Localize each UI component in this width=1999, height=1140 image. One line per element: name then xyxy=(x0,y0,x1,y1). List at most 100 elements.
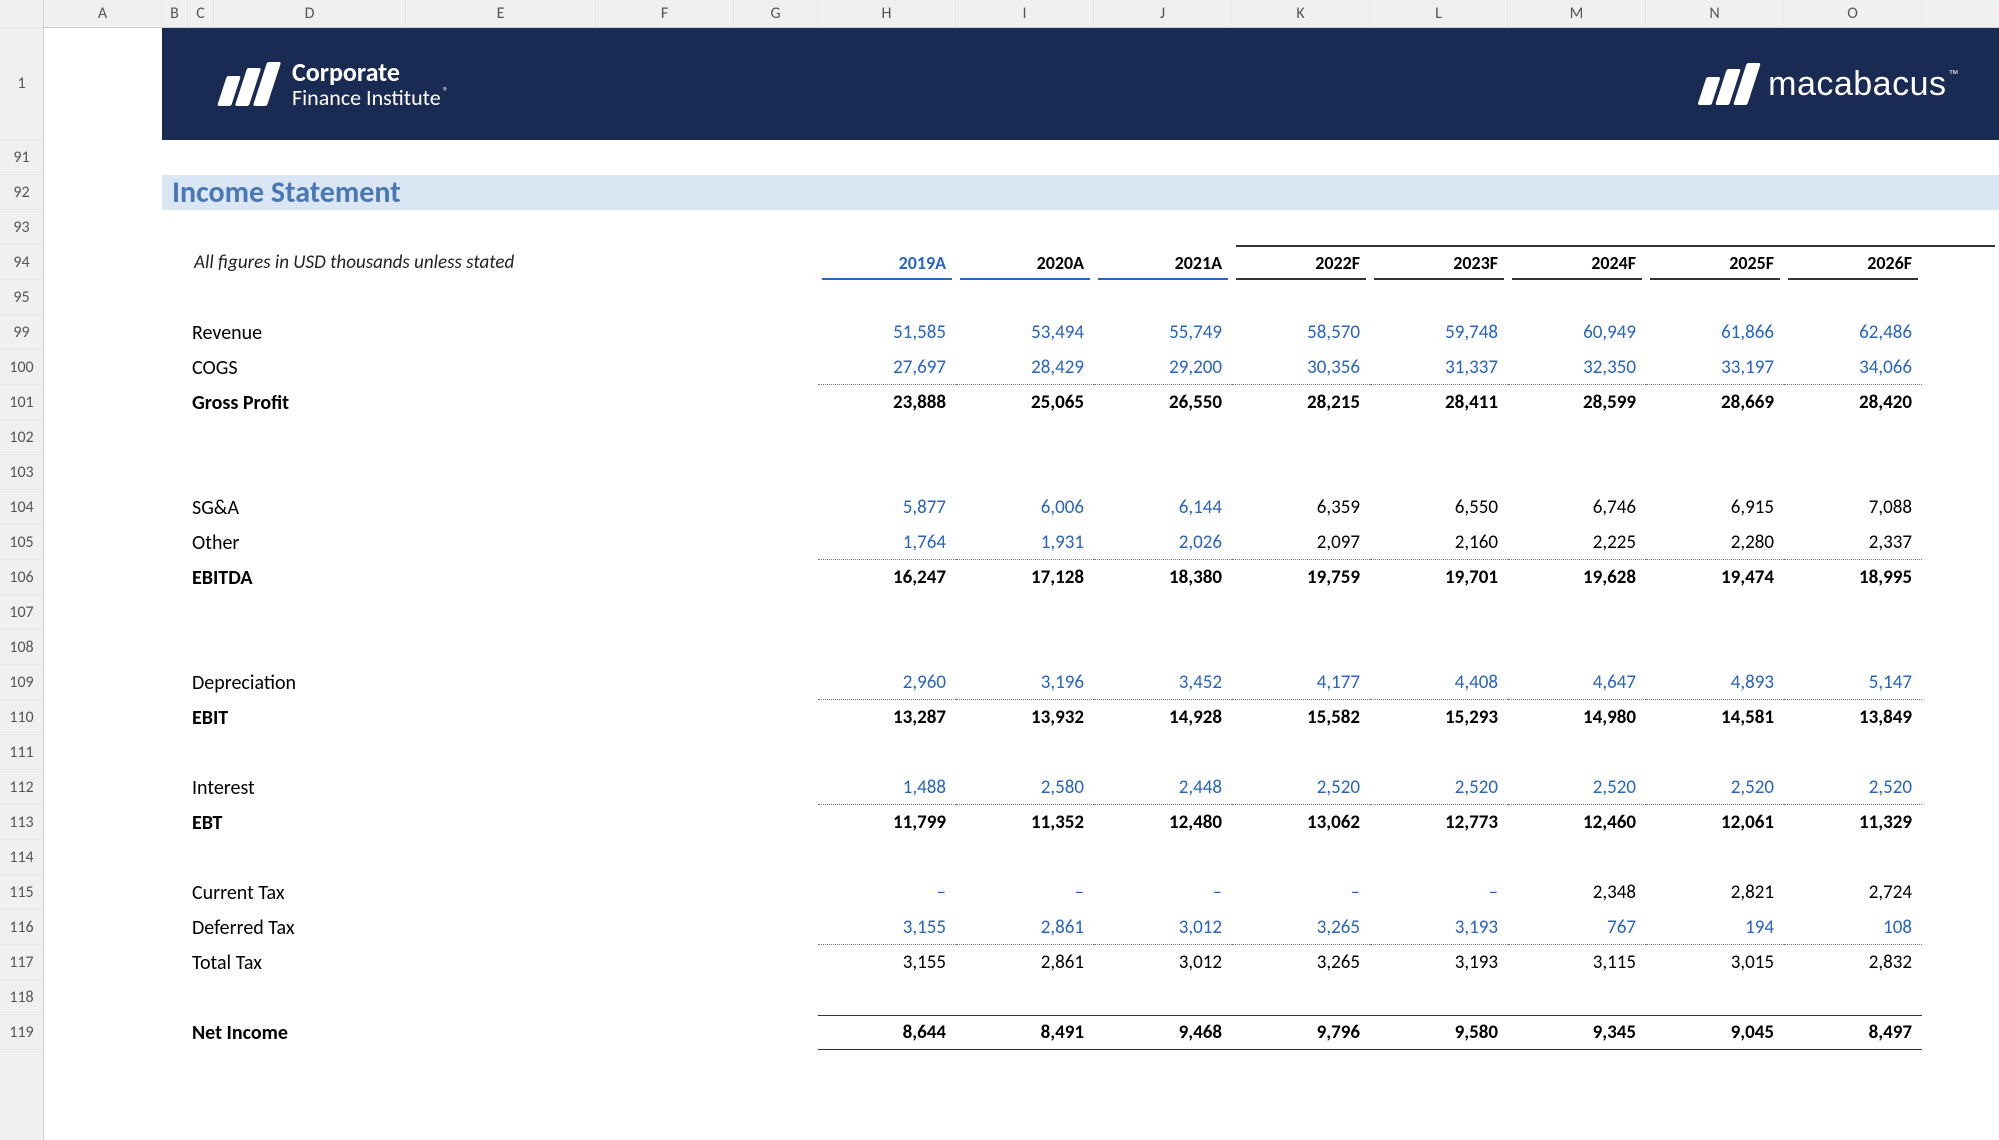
cell-value[interactable]: 53,494 xyxy=(956,315,1094,350)
column-header-B[interactable]: B xyxy=(162,0,188,27)
cell-value[interactable]: 61,866 xyxy=(1646,315,1784,350)
year-header-2020A[interactable]: 2020A xyxy=(956,245,1094,280)
cell-value[interactable]: 1,931 xyxy=(956,525,1094,560)
cell-value[interactable]: 19,474 xyxy=(1646,560,1784,595)
cell-value[interactable]: 5,147 xyxy=(1784,665,1922,700)
year-header-2019A[interactable]: 2019A xyxy=(818,245,956,280)
cell-value[interactable]: 59,748 xyxy=(1370,315,1508,350)
cell-value[interactable]: 2,832 xyxy=(1784,945,1922,980)
cell-value[interactable]: 58,570 xyxy=(1232,315,1370,350)
cell-value[interactable]: 15,582 xyxy=(1232,700,1370,735)
cell-value[interactable]: 32,350 xyxy=(1508,350,1646,385)
cell-value[interactable]: 12,460 xyxy=(1508,805,1646,840)
cell-value[interactable]: 2,280 xyxy=(1646,525,1784,560)
cell-value[interactable]: 28,420 xyxy=(1784,385,1922,420)
row-header-114[interactable]: 114 xyxy=(0,840,43,875)
cell-value[interactable]: 3,196 xyxy=(956,665,1094,700)
cell-value[interactable]: 28,669 xyxy=(1646,385,1784,420)
cell-value[interactable]: 4,177 xyxy=(1232,665,1370,700)
cell-value[interactable]: 3,193 xyxy=(1370,945,1508,980)
row-header-118[interactable]: 118 xyxy=(0,980,43,1015)
row-header-107[interactable]: 107 xyxy=(0,595,43,630)
cell-value[interactable]: – xyxy=(818,875,956,910)
column-header-H[interactable]: H xyxy=(818,0,956,27)
cell-value[interactable]: 25,065 xyxy=(956,385,1094,420)
row-label[interactable]: EBITDA xyxy=(188,560,818,595)
cell-value[interactable]: 2,724 xyxy=(1784,875,1922,910)
cell-value[interactable]: 11,352 xyxy=(956,805,1094,840)
row-header-106[interactable]: 106 xyxy=(0,560,43,595)
row-label[interactable]: Gross Profit xyxy=(188,385,818,420)
cell-value[interactable]: 6,144 xyxy=(1094,490,1232,525)
row-header-95[interactable]: 95 xyxy=(0,280,43,315)
row-header-94[interactable]: 94 xyxy=(0,245,43,280)
row-header-113[interactable]: 113 xyxy=(0,805,43,840)
cell-value[interactable]: – xyxy=(956,875,1094,910)
cell-a1[interactable] xyxy=(44,28,162,140)
column-header-O[interactable]: O xyxy=(1784,0,1922,27)
row-header-91[interactable]: 91 xyxy=(0,140,43,175)
cell-value[interactable]: 19,628 xyxy=(1508,560,1646,595)
cell-value[interactable]: 2,580 xyxy=(956,770,1094,805)
cell-value[interactable]: 26,550 xyxy=(1094,385,1232,420)
row-header-108[interactable]: 108 xyxy=(0,630,43,665)
row-label[interactable]: Current Tax xyxy=(188,875,818,910)
row-label[interactable]: EBIT xyxy=(188,700,818,735)
cell-value[interactable]: 3,015 xyxy=(1646,945,1784,980)
cell-value[interactable]: 2,337 xyxy=(1784,525,1922,560)
row-label[interactable]: Interest xyxy=(188,770,818,805)
year-header-2025F[interactable]: 2025F xyxy=(1646,245,1784,280)
year-header-2026F[interactable]: 2026F xyxy=(1784,245,1922,280)
cell-value[interactable]: 9,580 xyxy=(1370,1015,1508,1050)
cell-value[interactable]: 13,287 xyxy=(818,700,956,735)
cell-value[interactable]: 9,468 xyxy=(1094,1015,1232,1050)
column-header-A[interactable]: A xyxy=(44,0,162,27)
cell-value[interactable]: 17,128 xyxy=(956,560,1094,595)
row-header-104[interactable]: 104 xyxy=(0,490,43,525)
row-label[interactable]: Total Tax xyxy=(188,945,818,980)
cell-value[interactable]: 3,265 xyxy=(1232,945,1370,980)
row-header-110[interactable]: 110 xyxy=(0,700,43,735)
cell-value[interactable]: 31,337 xyxy=(1370,350,1508,385)
row-header-117[interactable]: 117 xyxy=(0,945,43,980)
cell-value[interactable]: 2,520 xyxy=(1508,770,1646,805)
cell-value[interactable]: 30,356 xyxy=(1232,350,1370,385)
column-header-G[interactable]: G xyxy=(734,0,818,27)
column-header-D[interactable]: D xyxy=(214,0,406,27)
cell-value[interactable]: 767 xyxy=(1508,910,1646,945)
year-header-2023F[interactable]: 2023F xyxy=(1370,245,1508,280)
row-header-92[interactable]: 92 xyxy=(0,175,43,210)
cell-value[interactable]: 3,115 xyxy=(1508,945,1646,980)
row-label[interactable]: Depreciation xyxy=(188,665,818,700)
cell-value[interactable]: 4,408 xyxy=(1370,665,1508,700)
cell-value[interactable]: 2,097 xyxy=(1232,525,1370,560)
column-header-L[interactable]: L xyxy=(1370,0,1508,27)
cell-value[interactable]: 13,062 xyxy=(1232,805,1370,840)
cell-value[interactable]: 2,861 xyxy=(956,945,1094,980)
row-header-116[interactable]: 116 xyxy=(0,910,43,945)
cell-value[interactable]: 3,155 xyxy=(818,945,956,980)
row-header-112[interactable]: 112 xyxy=(0,770,43,805)
row-label[interactable]: EBT xyxy=(188,805,818,840)
cell-value[interactable]: 2,160 xyxy=(1370,525,1508,560)
cell-value[interactable]: 2,861 xyxy=(956,910,1094,945)
row-label[interactable]: COGS xyxy=(188,350,818,385)
cell-value[interactable]: 11,799 xyxy=(818,805,956,840)
row-label[interactable]: Other xyxy=(188,525,818,560)
cell-value[interactable]: 14,581 xyxy=(1646,700,1784,735)
cell-value[interactable]: 2,520 xyxy=(1370,770,1508,805)
cell-value[interactable]: 3,155 xyxy=(818,910,956,945)
cell-value[interactable]: 34,066 xyxy=(1784,350,1922,385)
cell-value[interactable]: 55,749 xyxy=(1094,315,1232,350)
cell-value[interactable]: 9,045 xyxy=(1646,1015,1784,1050)
cell-value[interactable]: 33,197 xyxy=(1646,350,1784,385)
cell-grid[interactable]: CorporateFinance Institute®macabacus™Inc… xyxy=(44,28,1999,1050)
row-header-105[interactable]: 105 xyxy=(0,525,43,560)
column-header-E[interactable]: E xyxy=(406,0,596,27)
cell-value[interactable]: 194 xyxy=(1646,910,1784,945)
column-header-M[interactable]: M xyxy=(1508,0,1646,27)
row-header-109[interactable]: 109 xyxy=(0,665,43,700)
column-header-I[interactable]: I xyxy=(956,0,1094,27)
row-header-119[interactable]: 119 xyxy=(0,1015,43,1050)
row-header-115[interactable]: 115 xyxy=(0,875,43,910)
